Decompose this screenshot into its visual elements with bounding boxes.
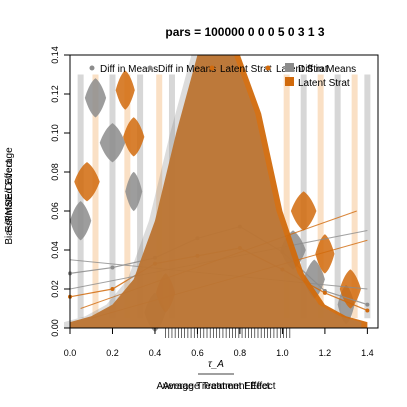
density-band — [92, 74, 99, 319]
density-latent-strat — [70, 55, 368, 328]
legend-swatch — [285, 63, 294, 72]
violin-latent-strat — [115, 70, 135, 110]
y-tick-label: 0.06 — [50, 202, 60, 220]
legend-marker — [147, 65, 153, 71]
series-latent-strat-point — [322, 290, 327, 295]
y-tick-label: 0.12 — [50, 85, 60, 103]
y-tick-label: 0.10 — [50, 124, 60, 142]
density-band — [364, 74, 371, 319]
legend-label: Diff in Means — [100, 64, 158, 75]
density-band — [77, 74, 84, 319]
legend-label: Latent Strat — [298, 78, 350, 89]
x-tick-label: 0.6 — [191, 348, 204, 358]
density-diff-in-means — [64, 55, 362, 328]
y-tick-label: 0.14 — [50, 46, 60, 64]
x-tick-label: 1.2 — [319, 348, 332, 358]
violin-latent-strat — [123, 117, 145, 157]
density-band — [156, 74, 163, 319]
density-band — [317, 74, 324, 319]
x-tick-label: 1.4 — [361, 348, 374, 358]
violin-latent-strat — [290, 191, 317, 231]
legend-label: Diff in Means — [158, 64, 216, 75]
y-axis-title: Bias/RMSE/Coverage — [4, 147, 15, 245]
x-axis: 0.0 0.2 0.4 0.6 0.8 1.0 1.2 1.4 — [64, 328, 374, 358]
violin-diff-in-means — [70, 201, 92, 241]
density-band — [351, 74, 358, 319]
series-diff-in-means-point — [110, 265, 115, 270]
y-axis-title-overlay: Estimated Effect — [4, 159, 15, 232]
legend-marker — [89, 65, 95, 71]
x-axis-math-label: τ_A — [208, 359, 224, 370]
y-tick-label: 0.08 — [50, 163, 60, 181]
legend: Diff in Means Diff in Means Latent Strat La… — [89, 63, 356, 89]
y-tick-label: 0.04 — [50, 241, 60, 259]
series-latent-strat-point — [365, 308, 370, 313]
plot-area — [64, 55, 371, 338]
y-tick-label: 0.00 — [50, 319, 60, 337]
series-latent-strat-point — [110, 287, 115, 291]
violin-latent-strat — [74, 162, 100, 202]
legend-marker — [209, 65, 215, 71]
x-tick-label: 0.2 — [106, 348, 119, 358]
violin-latent-strat — [315, 234, 335, 274]
violin-diff-in-means — [99, 123, 126, 163]
legend-marker — [265, 65, 271, 71]
density-band — [334, 74, 341, 319]
x-tick-label: 0.4 — [149, 348, 162, 358]
x-tick-label: 0.8 — [234, 348, 247, 358]
legend-label: Diff in Means — [298, 64, 356, 75]
series-diff-in-means-point — [365, 302, 370, 307]
violin-latent-strat — [339, 269, 362, 309]
density-band — [109, 74, 116, 319]
density-band — [283, 74, 290, 319]
y-axis: 0.00 0.02 0.04 0.06 0.08 0.10 0.12 0.14 — [50, 46, 70, 337]
violin-diff-in-means — [84, 78, 107, 118]
x-tick-label: 1.0 — [276, 348, 289, 358]
plot-frame — [69, 54, 379, 329]
x-axis-title-overlay: Average Treatment Effect — [162, 381, 275, 392]
x-tick-label: 0.0 — [64, 348, 77, 358]
legend-label: Latent Strat — [220, 64, 272, 75]
chart-title: pars = 100000 0 0 0 5 0 3 1 3 — [165, 25, 324, 39]
x-axis-title: Average Treatment Effect — [156, 381, 269, 392]
legend-swatch — [285, 77, 294, 86]
y-tick-label: 0.02 — [50, 280, 60, 298]
legend-label: Latent Strat — [276, 64, 328, 75]
violin-diff-in-means — [125, 171, 143, 212]
